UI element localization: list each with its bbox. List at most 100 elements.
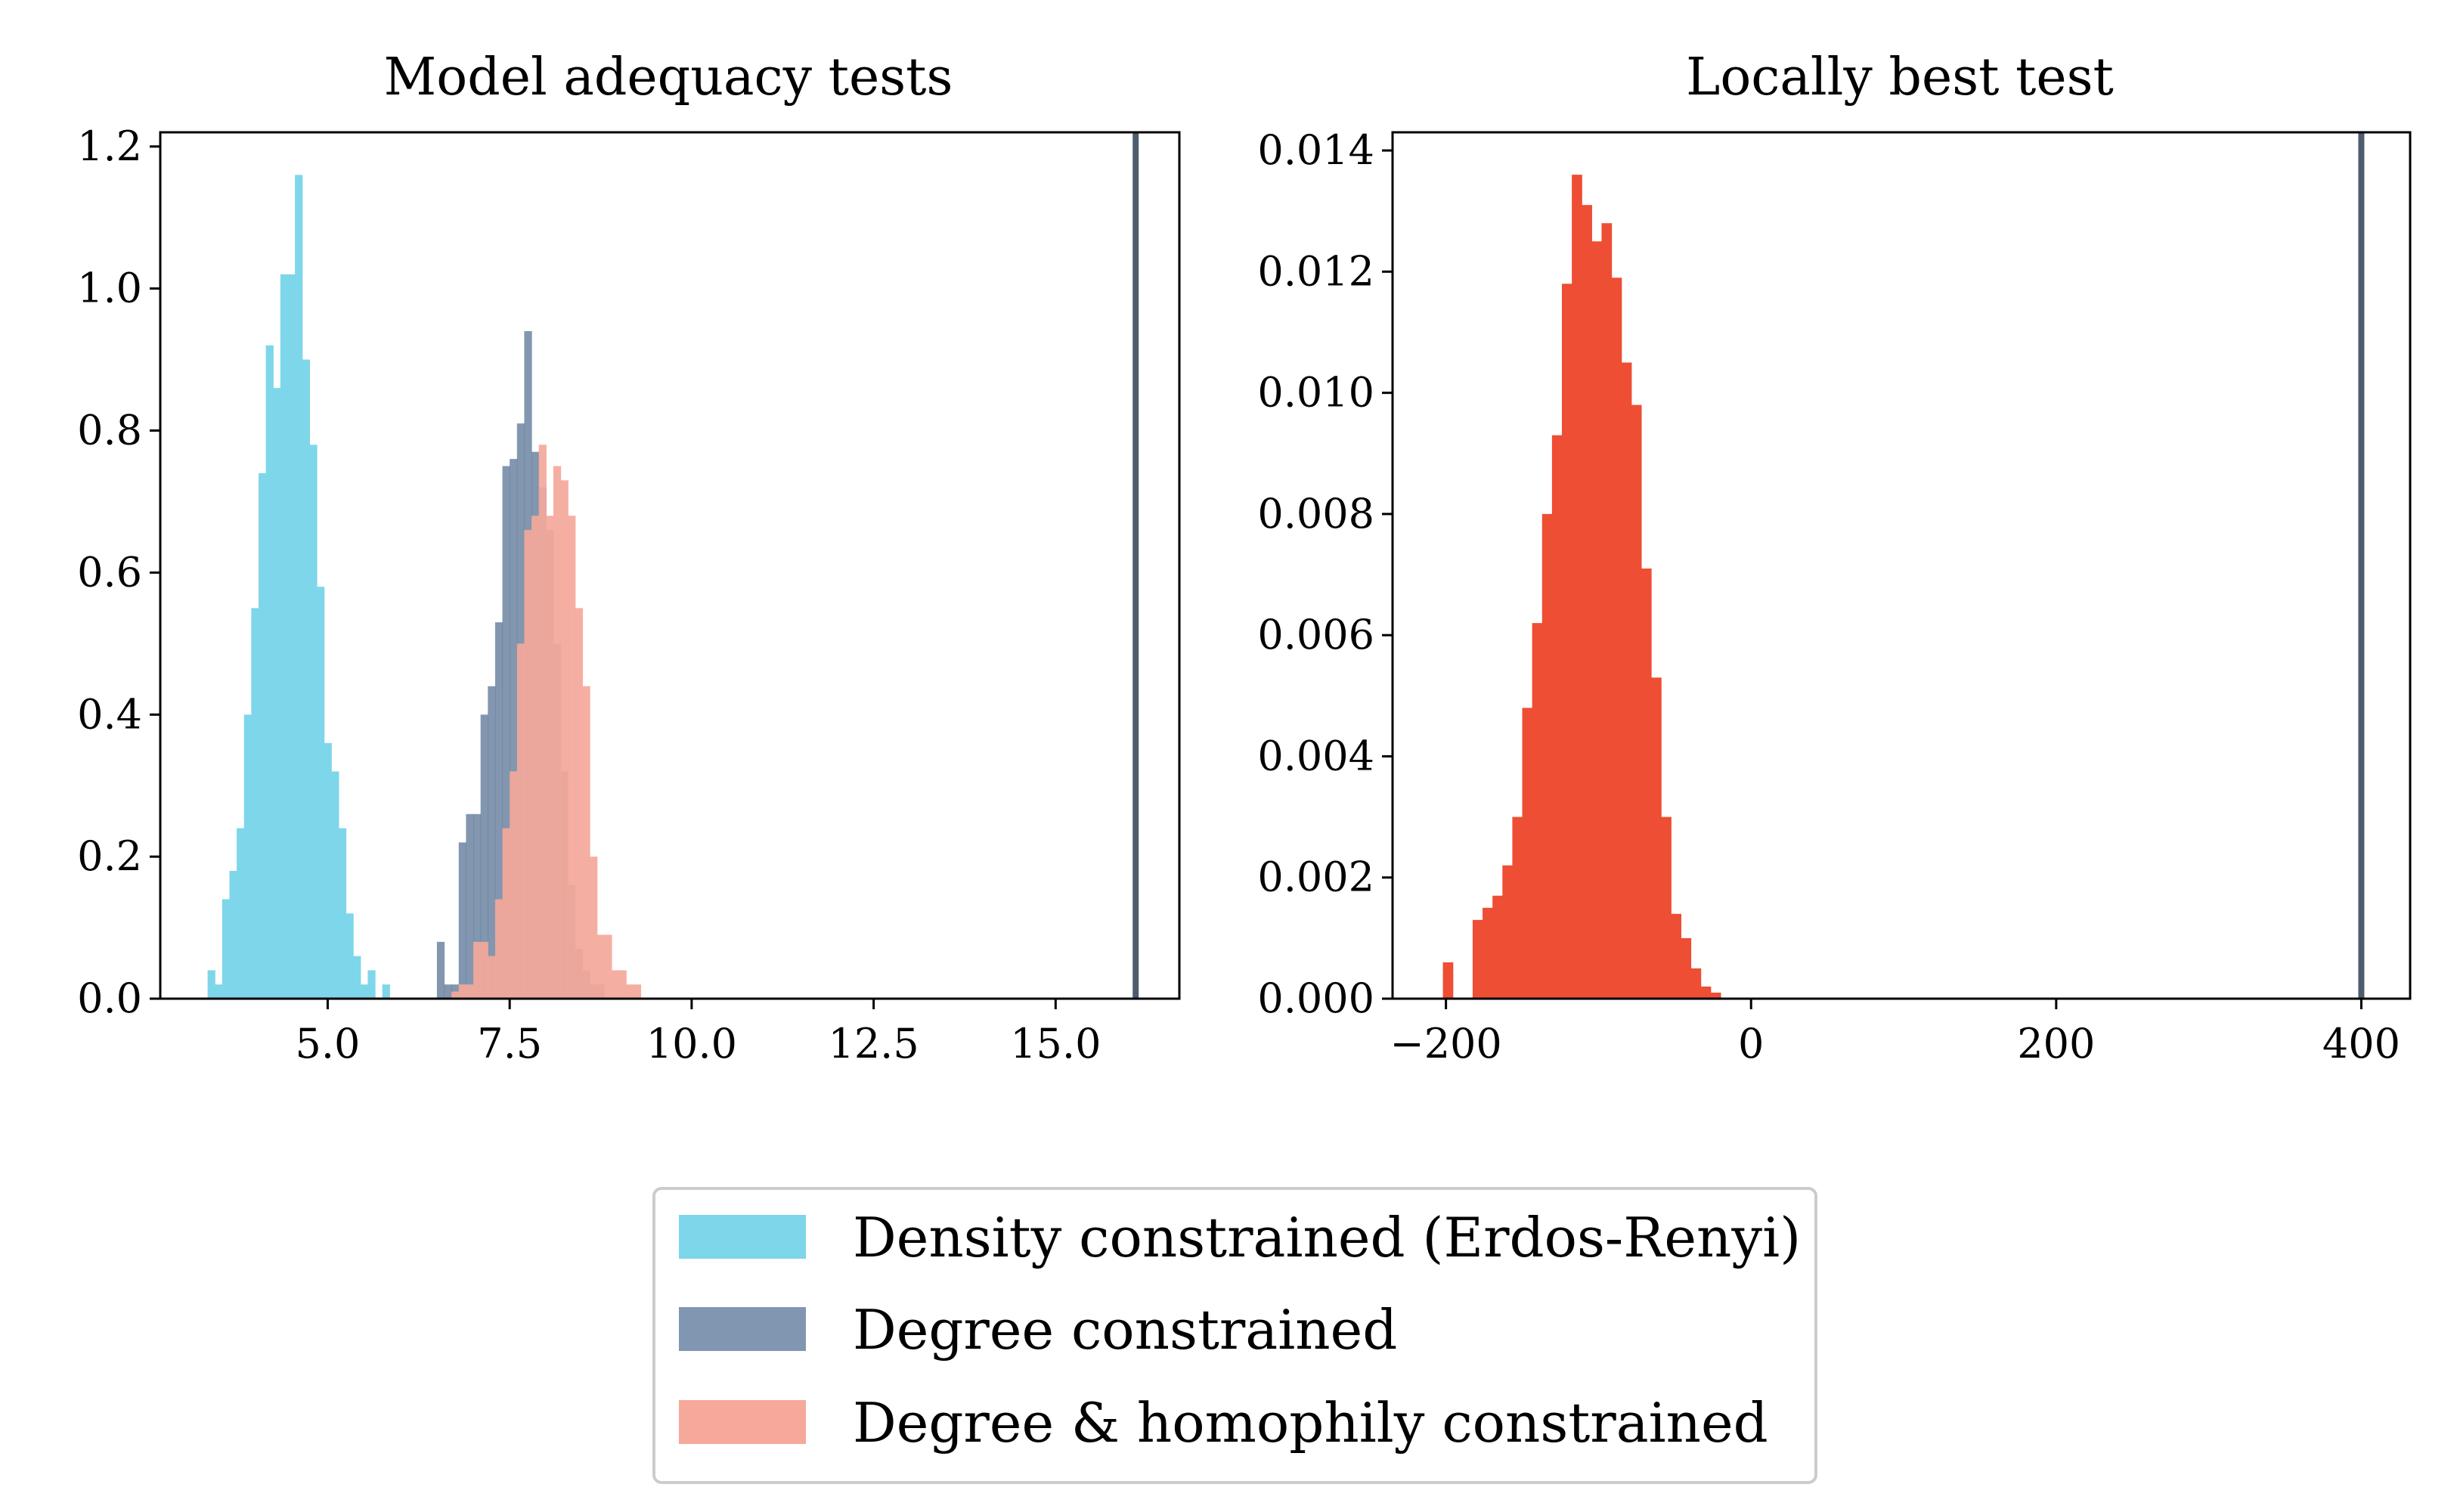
histogram-bar	[338, 828, 347, 999]
histogram-bar	[1522, 708, 1533, 999]
histogram-bar	[480, 714, 488, 999]
legend-label-degree: Degree constrained	[853, 1298, 1397, 1362]
histogram-bar	[582, 686, 590, 999]
left-plot-frame	[159, 131, 1181, 1000]
histogram-bar	[473, 941, 482, 999]
locally-best-panel: Locally best test −200 0 200 400 0.000 0.002…	[1257, 48, 2412, 1067]
histogram-bar	[237, 828, 245, 999]
histogram-bar	[207, 970, 215, 999]
histogram-bar	[516, 643, 525, 999]
histogram-bar	[458, 842, 466, 999]
histogram-bar	[309, 445, 318, 999]
right-chart-title: Locally best test	[1686, 48, 2114, 107]
histogram-bar	[568, 516, 576, 999]
y-tick-label: 0.000	[1257, 974, 1374, 1022]
histogram-bar	[1641, 569, 1652, 999]
legend-label-density: Density constrained (Erdos-Renyi)	[853, 1206, 1801, 1269]
legend-swatch-degree	[679, 1307, 806, 1351]
y-tick-label: 1.0	[77, 265, 142, 312]
histogram-bar	[494, 622, 503, 999]
model-adequacy-panel: Model adequacy tests 5.0 7.5 10.0 12.5 15.0 …	[77, 48, 1181, 1067]
histogram-bar	[382, 984, 390, 999]
histogram-bar	[510, 771, 518, 999]
histogram-bar	[243, 714, 252, 999]
histogram-bar	[626, 984, 634, 999]
x-tick-label: 15.0	[1010, 1020, 1101, 1067]
histogram-bar	[1442, 962, 1454, 999]
histogram-bar	[1541, 513, 1553, 999]
y-tick-label: 0.014	[1257, 126, 1374, 174]
histogram-bar	[1561, 284, 1572, 999]
histogram-bar	[524, 530, 532, 999]
histogram-bar	[1710, 992, 1721, 999]
histogram-bar	[1551, 435, 1563, 999]
histogram-bar	[1591, 241, 1603, 999]
y-tick-label: 0.008	[1257, 490, 1374, 538]
histogram-bar	[1631, 404, 1642, 999]
histogram-bar	[265, 345, 274, 999]
histogram-bar	[360, 984, 369, 999]
legend-frame	[652, 1187, 1817, 1484]
histogram-bar	[611, 970, 620, 999]
histogram-bar	[444, 984, 452, 999]
histogram-bar	[494, 899, 503, 999]
histogram-bar	[331, 771, 339, 999]
histogram-bar	[538, 445, 547, 999]
legend-swatch-density	[679, 1215, 806, 1259]
y-tick-label: 0.8	[77, 407, 142, 454]
x-tick-label: −200	[1390, 1020, 1501, 1067]
histogram-bar	[1690, 968, 1702, 999]
histogram-bar	[510, 459, 518, 999]
legend-label-homophily: Degree & homophily constrained	[853, 1391, 1768, 1455]
histogram-bar	[546, 516, 554, 999]
histogram-bar	[317, 587, 325, 999]
series-locally-best-test-statistic	[1442, 175, 1721, 999]
histogram-bar	[502, 828, 510, 999]
histogram-bar	[1700, 986, 1712, 999]
right-histogram-bars	[1442, 132, 2365, 999]
histogram-bar	[618, 970, 627, 999]
y-tick-label: 1.2	[77, 122, 142, 170]
legend: Density constrained (Erdos-Renyi) Degree…	[652, 1187, 1817, 1484]
y-tick-label: 0.004	[1257, 732, 1374, 779]
histogram-bar	[560, 480, 569, 999]
y-tick-label: 0.4	[77, 690, 142, 738]
y-tick-label: 0.012	[1257, 247, 1374, 295]
histogram-bar	[458, 984, 466, 999]
x-tick-label: 400	[2322, 1020, 2400, 1067]
histogram-bar	[273, 388, 281, 999]
x-tick-label: 200	[2017, 1020, 2095, 1067]
histogram-bar	[1512, 816, 1523, 999]
histogram-bar	[480, 941, 488, 999]
histogram-bar	[604, 934, 612, 999]
histogram-bar	[353, 956, 361, 999]
histogram-bar	[473, 813, 482, 999]
histogram-bar	[280, 274, 289, 999]
histogram-bar	[251, 608, 259, 999]
histogram-bar	[466, 984, 474, 999]
histogram-bar	[345, 913, 354, 999]
histogram-bar	[229, 870, 237, 999]
legend-swatch-homophily	[679, 1400, 806, 1444]
histogram-bar	[1492, 895, 1503, 999]
histogram-bar	[1582, 205, 1592, 999]
histogram-bar	[1483, 907, 1493, 999]
right-x-axis: −200 0 200 400	[1390, 999, 2400, 1067]
histogram-bar	[1472, 919, 1483, 999]
left-x-axis: 5.0 7.5 10.0 12.5 15.0	[296, 999, 1101, 1067]
histogram-bar	[466, 813, 474, 999]
histogram-bar	[215, 984, 223, 999]
left-histogram-bars	[207, 132, 1139, 999]
y-tick-label: 0.010	[1257, 369, 1374, 417]
histogram-bar	[488, 686, 496, 999]
histogram-bar	[1601, 223, 1613, 999]
y-tick-label: 0.0	[77, 974, 142, 1022]
histogram-bar	[488, 956, 496, 999]
histogram-bar	[1671, 913, 1682, 999]
x-tick-label: 10.0	[646, 1020, 737, 1067]
histogram-bar	[502, 466, 510, 999]
y-tick-label: 0.002	[1257, 854, 1374, 901]
histogram-bar	[1532, 623, 1543, 999]
x-tick-label: 12.5	[828, 1020, 919, 1067]
